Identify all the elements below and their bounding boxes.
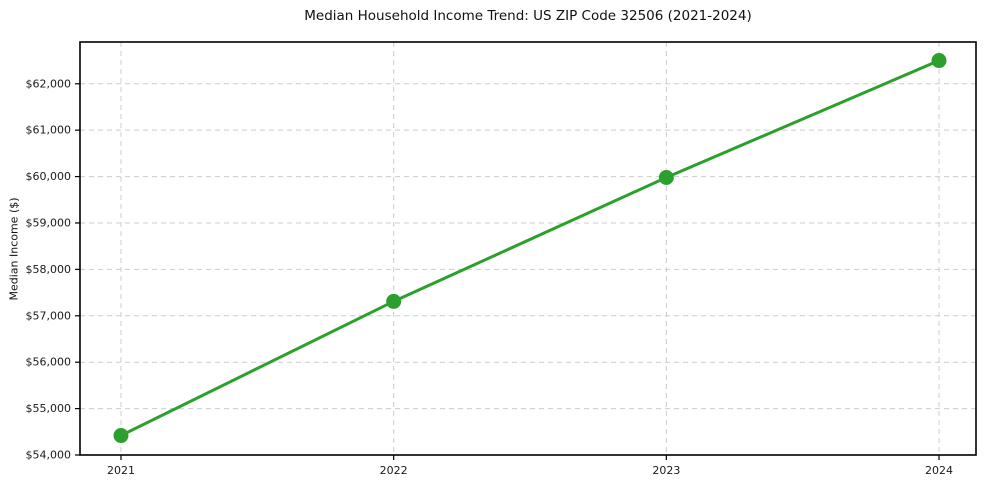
x-tick-label: 2022 — [380, 464, 408, 477]
trend-line — [119, 59, 941, 438]
y-tick-label: $57,000 — [26, 309, 72, 322]
y-tick-label: $56,000 — [26, 356, 72, 369]
data-point-marker — [113, 428, 129, 444]
y-tick-label: $60,000 — [26, 170, 72, 183]
y-tick-label: $59,000 — [26, 216, 72, 229]
data-point-marker — [931, 53, 947, 69]
data-point-marker — [658, 170, 674, 186]
x-tick-label: 2024 — [925, 464, 953, 477]
data-point-marker — [386, 293, 402, 309]
y-tick-label: $61,000 — [26, 124, 72, 137]
plot-border — [79, 41, 977, 456]
x-tick-label: 2023 — [652, 464, 680, 477]
y-tick-label: $54,000 — [26, 449, 72, 462]
y-tick-label: $62,000 — [26, 77, 72, 90]
chart-title: Median Household Income Trend: US ZIP Co… — [304, 8, 752, 24]
y-tick-label: $55,000 — [26, 402, 72, 415]
x-tick-label: 2021 — [107, 464, 135, 477]
y-tick-label: $58,000 — [26, 263, 72, 276]
